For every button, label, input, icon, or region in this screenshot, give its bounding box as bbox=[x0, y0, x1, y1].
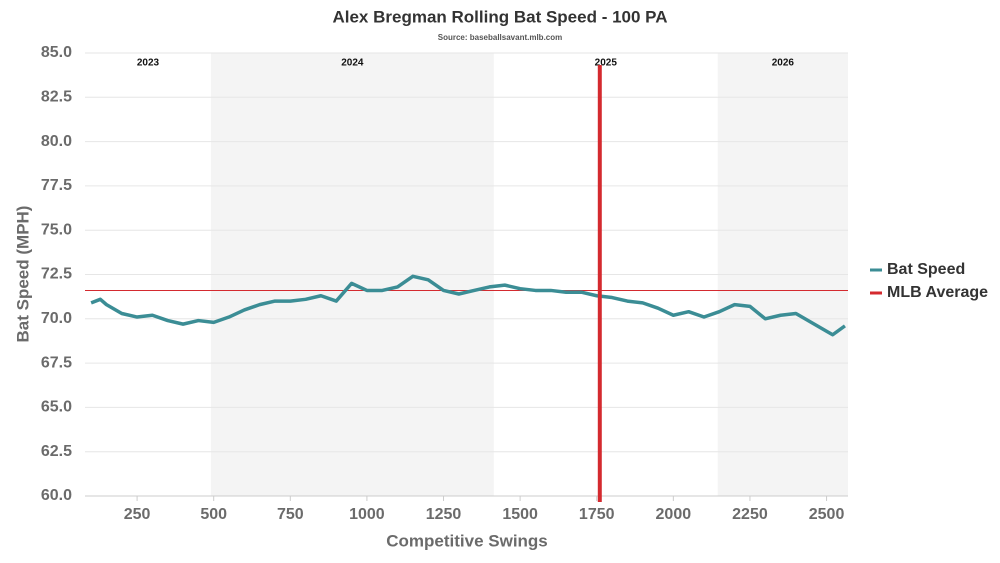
season-label: 2025 bbox=[595, 58, 618, 69]
series-line bbox=[90, 274, 846, 337]
x-tick-label: 2500 bbox=[809, 506, 845, 523]
chart-title: Alex Bregman Rolling Bat Speed - 100 PA bbox=[332, 7, 667, 26]
y-tick-label: 67.5 bbox=[41, 354, 72, 371]
y-tick-label: 70.0 bbox=[41, 310, 72, 327]
x-axis-label: Competitive Swings bbox=[386, 531, 548, 550]
y-axis-label: Bat Speed (MPH) bbox=[13, 206, 32, 343]
x-tick-label: 750 bbox=[277, 506, 304, 523]
x-tick-label: 250 bbox=[124, 506, 151, 523]
legend-label: MLB Average bbox=[887, 284, 988, 301]
x-tick-label: 1000 bbox=[349, 506, 385, 523]
x-tick-label: 2250 bbox=[732, 506, 768, 523]
x-tick-label: 1250 bbox=[426, 506, 462, 523]
y-tick-label: 80.0 bbox=[41, 133, 72, 150]
y-tick-label: 72.5 bbox=[41, 266, 72, 283]
season-label: 2024 bbox=[341, 58, 364, 69]
y-tick-label: 65.0 bbox=[41, 399, 72, 416]
season-label: 2026 bbox=[772, 58, 795, 69]
x-tick-label: 500 bbox=[200, 506, 227, 523]
y-tick-label: 82.5 bbox=[41, 89, 72, 106]
legend-label: Bat Speed bbox=[887, 261, 965, 278]
x-tick-label: 2000 bbox=[656, 506, 692, 523]
y-tick-label: 77.5 bbox=[41, 177, 72, 194]
y-tick-label: 62.5 bbox=[41, 443, 72, 460]
x-tick-label: 1500 bbox=[502, 506, 538, 523]
chart-subtitle: Source: baseballsavant.mlb.com bbox=[438, 33, 563, 42]
y-tick-label: 75.0 bbox=[41, 221, 72, 238]
x-tick-label: 1750 bbox=[579, 506, 615, 523]
y-tick-label: 85.0 bbox=[41, 44, 72, 61]
season-label: 2023 bbox=[137, 58, 160, 69]
y-tick-label: 60.0 bbox=[41, 487, 72, 504]
